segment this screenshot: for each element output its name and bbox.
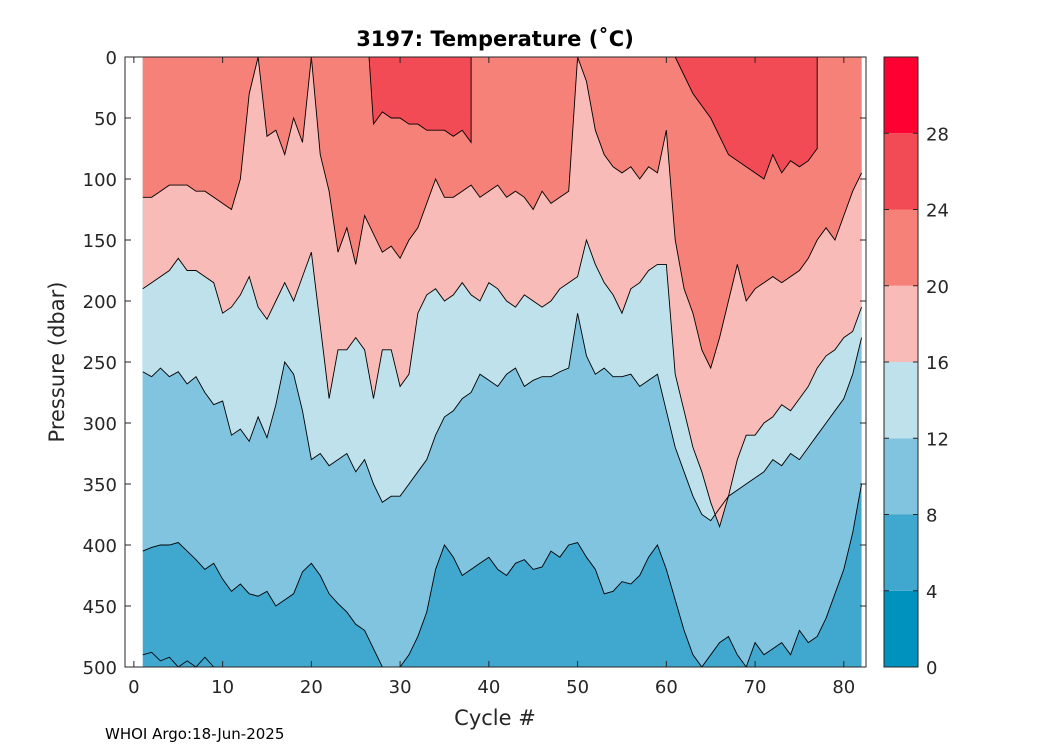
x-axis-label: Cycle # bbox=[454, 706, 536, 730]
colorbar-segment bbox=[884, 285, 918, 362]
colorbar-segment bbox=[884, 590, 918, 667]
colorbar-tick-label: 4 bbox=[926, 582, 937, 603]
y-tick-label: 350 bbox=[83, 475, 117, 496]
colorbar-tick-label: 28 bbox=[926, 124, 949, 145]
y-tick-label: 100 bbox=[83, 170, 117, 191]
y-tick-label: 300 bbox=[83, 414, 117, 435]
plot-area bbox=[142, 57, 863, 667]
colorbar-segment bbox=[884, 133, 918, 210]
x-tick-label: 30 bbox=[389, 677, 412, 698]
colorbar-segment bbox=[884, 514, 918, 591]
y-axis: 0 50 100 150 200 250 300 350 400 450 500 bbox=[83, 48, 866, 679]
x-tick-label: 50 bbox=[566, 677, 589, 698]
contour-20 bbox=[142, 57, 862, 370]
y-tick-label: 50 bbox=[94, 109, 117, 130]
x-tick-label: 0 bbox=[128, 677, 139, 698]
y-tick-label: 250 bbox=[83, 353, 117, 374]
y-tick-label: 0 bbox=[106, 48, 117, 69]
y-tick-label: 400 bbox=[83, 536, 117, 557]
y-axis-label: Pressure (dbar) bbox=[45, 282, 69, 443]
x-tick-label: 70 bbox=[744, 677, 767, 698]
contour-16 bbox=[142, 238, 862, 529]
colorbar-tick-label: 20 bbox=[926, 277, 949, 298]
x-tick-label: 80 bbox=[832, 677, 855, 698]
chart-title: 3197: Temperature (˚C) bbox=[356, 27, 634, 51]
band-above-20 bbox=[142, 57, 862, 369]
x-axis: 0 10 20 30 40 50 60 70 80 bbox=[128, 57, 855, 698]
colorbar-segment bbox=[884, 209, 918, 286]
colorbar-segment bbox=[884, 362, 918, 439]
colorbar-tick-label: 8 bbox=[926, 506, 937, 527]
band-above-24-0 bbox=[368, 57, 472, 144]
footer-credit: WHOI Argo:18-Jun-2025 bbox=[105, 725, 285, 743]
y-tick-label: 150 bbox=[83, 231, 117, 252]
x-tick-label: 20 bbox=[300, 677, 323, 698]
colorbar-tick-label: 16 bbox=[926, 353, 949, 374]
colorbar-tick-label: 0 bbox=[926, 658, 937, 679]
colorbar-segment bbox=[884, 438, 918, 515]
contour-8 bbox=[142, 483, 863, 667]
colorbar-tick-label: 24 bbox=[926, 201, 949, 222]
y-tick-label: 500 bbox=[83, 658, 117, 679]
contour-4-0 bbox=[142, 651, 215, 667]
contour-12 bbox=[142, 313, 863, 522]
band-above-24-1 bbox=[674, 57, 818, 180]
y-tick-label: 450 bbox=[83, 597, 117, 618]
colorbar: 0 4 8 12 16 20 24 28 bbox=[883, 56, 949, 679]
colorbar-tick-label: 12 bbox=[926, 429, 949, 450]
x-tick-label: 40 bbox=[477, 677, 500, 698]
y-tick-label: 200 bbox=[83, 292, 117, 313]
x-tick-label: 10 bbox=[211, 677, 234, 698]
colorbar-segment bbox=[884, 57, 918, 134]
x-tick-label: 60 bbox=[655, 677, 678, 698]
